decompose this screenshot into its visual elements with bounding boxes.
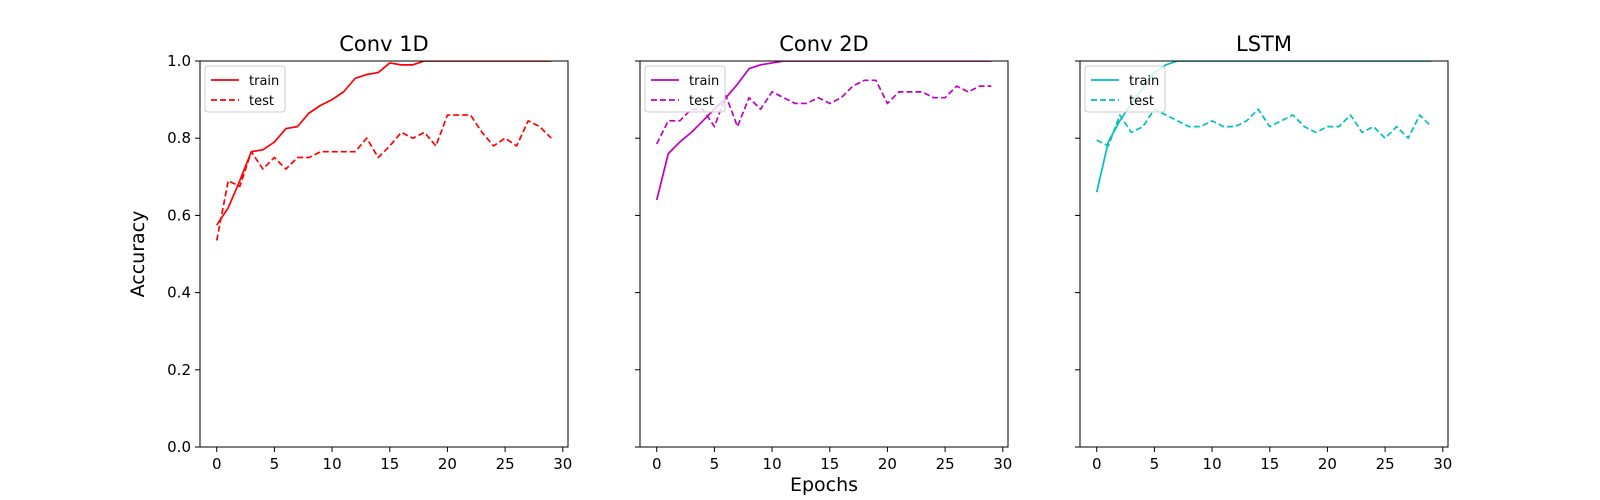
x-tick-label: 10 — [1203, 455, 1222, 473]
legend: train test — [204, 65, 286, 113]
panel-3: 0 5 10 15 20 25 30 LSTM train test — [1075, 32, 1452, 473]
x-tick-label: 25 — [496, 455, 515, 473]
x-tick-label: 0 — [212, 455, 222, 473]
series-line-test — [215, 114, 552, 241]
x-tick-label: 0 — [1092, 455, 1102, 473]
legend-label-test: test — [1129, 94, 1154, 109]
panel-title: LSTM — [1236, 32, 1292, 56]
legend-label-train: train — [249, 74, 279, 89]
y-axis-label: Accuracy — [127, 211, 149, 298]
y-tick-label: 0.8 — [167, 129, 191, 147]
panel-1: 0 5 10 15 20 25 30 0.0 0.2 0.4 0.6 0.8 1.0 Conv 1D Acc… — [127, 32, 572, 473]
x-tick-label: 5 — [270, 455, 280, 473]
legend: train test — [644, 65, 726, 113]
x-tick-label: 10 — [763, 455, 782, 473]
x-tick-label: 15 — [380, 455, 399, 473]
x-tick-label: 25 — [1376, 455, 1395, 473]
x-tick-label: 20 — [878, 455, 897, 473]
axes-frame — [1079, 60, 1449, 448]
y-tick-label: 0.2 — [167, 361, 191, 379]
series-group — [215, 61, 552, 241]
x-tick-label: 20 — [438, 455, 457, 473]
series-line-test — [1096, 108, 1432, 147]
x-tick-label: 30 — [1433, 455, 1452, 473]
legend: train test — [1084, 65, 1166, 113]
panel-title: Conv 1D — [339, 32, 428, 56]
y-tick-label: 0.0 — [167, 438, 191, 456]
panel-2: 0 5 10 15 20 25 30 Conv 2D Epochs train test — [635, 32, 1012, 496]
x-tick-label: 15 — [820, 455, 839, 473]
x-tick-label: 25 — [936, 455, 955, 473]
legend-label-test: test — [689, 94, 714, 109]
y-tick-label: 0.6 — [167, 206, 191, 224]
x-tick-label: 15 — [1260, 455, 1279, 473]
y-tick-label: 0.4 — [167, 284, 191, 302]
legend-label-train: train — [689, 74, 719, 89]
x-tick-label: 5 — [710, 455, 720, 473]
series-line-train — [216, 61, 552, 226]
x-tick-label: 30 — [993, 455, 1012, 473]
x-tick-label: 0 — [652, 455, 662, 473]
axes-frame — [639, 60, 1009, 448]
y-tick-label: 1.0 — [167, 52, 191, 70]
axes-frame — [199, 60, 569, 448]
panel-title: Conv 2D — [779, 32, 868, 56]
x-tick-label: 5 — [1150, 455, 1160, 473]
legend-label-test: test — [249, 94, 274, 109]
legend-label-train: train — [1129, 74, 1159, 89]
x-axis-label: Epochs — [790, 474, 858, 496]
x-tick-label: 10 — [323, 455, 342, 473]
x-tick-label: 30 — [553, 455, 572, 473]
x-tick-label: 20 — [1318, 455, 1337, 473]
series-line-test — [655, 79, 992, 145]
